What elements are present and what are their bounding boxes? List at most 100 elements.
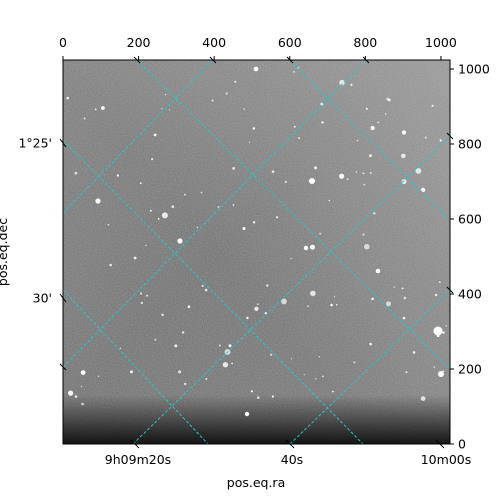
- star: [228, 344, 232, 348]
- dec-tick: [59, 138, 67, 148]
- star: [171, 205, 175, 208]
- star: [442, 331, 445, 334]
- star: [439, 139, 442, 142]
- star: [350, 83, 353, 86]
- top-x-tick-label: 1000: [425, 35, 457, 50]
- edge-tick: [362, 56, 370, 64]
- star: [346, 178, 349, 180]
- dec-tick-label: 30': [33, 291, 52, 306]
- star: [242, 227, 246, 230]
- star: [196, 226, 199, 229]
- star: [161, 108, 163, 110]
- star: [415, 168, 422, 174]
- edge-tick: [59, 363, 67, 371]
- star: [107, 223, 110, 226]
- right-y-tick-label: 1000: [458, 62, 490, 77]
- star: [434, 293, 438, 297]
- star: [310, 244, 315, 250]
- star: [222, 362, 229, 368]
- ra-tick: [285, 439, 295, 449]
- bright-star: [95, 198, 101, 204]
- star: [248, 141, 251, 143]
- star: [153, 133, 157, 137]
- star: [232, 204, 235, 206]
- star: [205, 378, 208, 380]
- grid-line: [289, 289, 450, 444]
- top-x-tick-label: 400: [202, 35, 226, 50]
- star: [353, 361, 356, 364]
- star: [298, 137, 300, 140]
- star: [438, 281, 441, 284]
- star: [445, 325, 447, 327]
- star: [74, 171, 78, 175]
- right-y-tick-label: 600: [458, 212, 482, 227]
- star: [393, 286, 395, 288]
- coordinate-grid: [63, 60, 450, 444]
- star: [234, 80, 237, 83]
- star: [412, 351, 416, 354]
- star: [339, 79, 345, 86]
- star: [257, 303, 259, 306]
- edge-tick: [133, 56, 141, 64]
- star: [81, 402, 84, 406]
- ra-tick: [435, 439, 445, 449]
- star: [271, 395, 274, 398]
- star: [310, 290, 316, 297]
- star: [80, 386, 83, 388]
- star: [401, 153, 406, 159]
- star: [387, 98, 391, 102]
- star: [146, 294, 149, 297]
- edge-tick: [446, 286, 454, 294]
- star: [232, 167, 236, 170]
- star: [328, 199, 331, 202]
- star: [164, 93, 167, 96]
- star: [161, 313, 164, 317]
- star: [200, 191, 203, 194]
- star: [101, 106, 105, 110]
- star: [204, 288, 208, 292]
- right-y-tick-label: 800: [458, 137, 482, 152]
- ra-tick: [130, 439, 140, 449]
- dec-tick: [59, 293, 67, 303]
- star: [269, 353, 273, 356]
- star: [333, 296, 336, 298]
- sky-image: [63, 60, 450, 444]
- x-axis-label: pos.eq.ra: [227, 475, 285, 490]
- star: [94, 108, 97, 111]
- star: [307, 305, 309, 307]
- star: [339, 173, 345, 179]
- right-y-tick-label: 400: [458, 287, 482, 302]
- star: [293, 71, 295, 73]
- star: [369, 172, 372, 174]
- star: [157, 218, 160, 220]
- star: [330, 303, 333, 307]
- star: [275, 216, 279, 219]
- star: [254, 306, 259, 311]
- star: [373, 212, 376, 215]
- star: [181, 331, 185, 334]
- star: [442, 370, 445, 372]
- star: [184, 382, 187, 386]
- star: [318, 356, 320, 358]
- star: [140, 301, 144, 305]
- grid-line: [63, 60, 367, 368]
- top-x-tick-label: 200: [127, 35, 151, 50]
- star: [401, 287, 404, 290]
- star: [405, 371, 408, 374]
- star: [363, 183, 366, 186]
- star: [369, 154, 372, 158]
- grid-line: [132, 135, 450, 444]
- star: [149, 209, 152, 212]
- star: [217, 205, 220, 208]
- star: [187, 305, 191, 309]
- star: [256, 396, 260, 400]
- star: [243, 108, 245, 110]
- top-x-tick-label: 600: [278, 35, 302, 50]
- top-x-tick-label: 0: [59, 35, 67, 50]
- star: [420, 396, 426, 401]
- star: [314, 166, 318, 170]
- ra-tick-label: 10m00s: [421, 452, 472, 467]
- star: [145, 244, 147, 246]
- bright-star: [253, 66, 259, 72]
- star: [433, 366, 436, 368]
